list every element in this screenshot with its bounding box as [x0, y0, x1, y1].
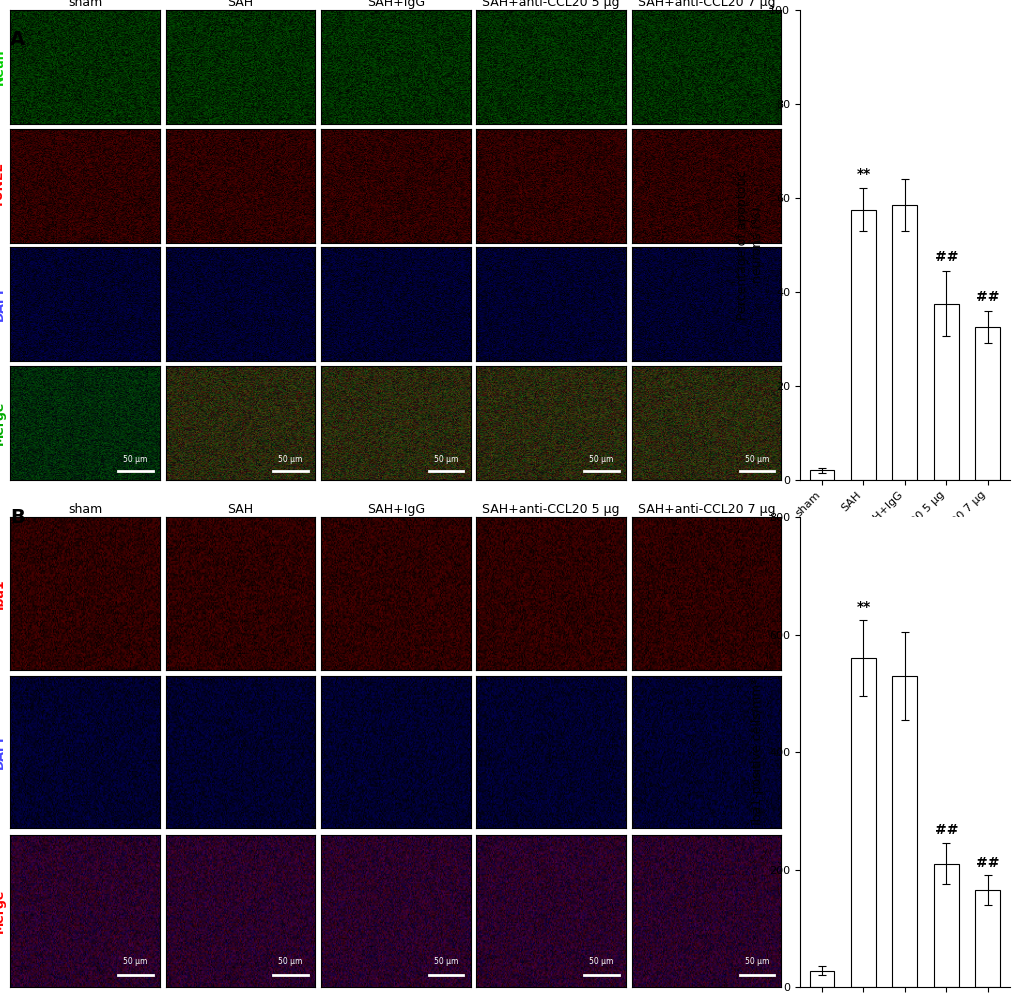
- Y-axis label: DAPI: DAPI: [0, 736, 6, 769]
- Text: **: **: [856, 167, 870, 181]
- Title: SAH+IgG: SAH+IgG: [367, 0, 425, 9]
- Text: 50 μm: 50 μm: [744, 455, 768, 464]
- Text: 50 μm: 50 μm: [589, 455, 613, 464]
- Title: sham: sham: [68, 503, 102, 516]
- Title: SAH+IgG: SAH+IgG: [367, 503, 425, 516]
- Text: B: B: [10, 508, 24, 527]
- Text: 50 μm: 50 μm: [123, 957, 148, 966]
- Title: SAH+anti-CCL20 5 μg: SAH+anti-CCL20 5 μg: [482, 0, 620, 9]
- Text: A: A: [10, 30, 25, 49]
- Text: 50 μm: 50 μm: [589, 957, 613, 966]
- Y-axis label: Neun: Neun: [0, 49, 6, 86]
- Text: ##: ##: [933, 824, 957, 837]
- Title: SAH+anti-CCL20 5 μg: SAH+anti-CCL20 5 μg: [482, 503, 620, 516]
- Bar: [850, 209, 875, 480]
- Title: SAH: SAH: [227, 503, 254, 516]
- Text: **: **: [856, 600, 870, 614]
- Bar: [974, 327, 1000, 480]
- Title: sham: sham: [68, 0, 102, 9]
- Y-axis label: Percentage of apoptotic
neurons (%): Percentage of apoptotic neurons (%): [735, 169, 763, 320]
- Bar: [974, 890, 1000, 987]
- Title: SAH+anti-CCL20 7 μg: SAH+anti-CCL20 7 μg: [637, 503, 774, 516]
- Text: ##: ##: [933, 249, 957, 263]
- Bar: [809, 471, 834, 480]
- Text: 50 μm: 50 μm: [433, 455, 458, 464]
- Title: SAH: SAH: [227, 0, 254, 9]
- Text: ##: ##: [975, 855, 999, 869]
- Y-axis label: Merge: Merge: [0, 401, 6, 445]
- Text: ##: ##: [975, 289, 999, 303]
- Text: 50 μm: 50 μm: [744, 957, 768, 966]
- Text: 50 μm: 50 μm: [123, 455, 148, 464]
- Bar: [850, 658, 875, 987]
- Bar: [933, 303, 958, 480]
- Y-axis label: TUNEL: TUNEL: [0, 163, 6, 208]
- Y-axis label: Iba1: Iba1: [0, 578, 6, 609]
- Bar: [892, 205, 916, 480]
- Y-axis label: DAPI: DAPI: [0, 287, 6, 321]
- Text: 50 μm: 50 μm: [278, 455, 303, 464]
- Y-axis label: Merge: Merge: [0, 888, 6, 933]
- Bar: [933, 863, 958, 987]
- Bar: [809, 971, 834, 987]
- Text: 50 μm: 50 μm: [433, 957, 458, 966]
- Text: 50 μm: 50 μm: [278, 957, 303, 966]
- Bar: [892, 676, 916, 987]
- Title: SAH+anti-CCL20 7 μg: SAH+anti-CCL20 7 μg: [637, 0, 774, 9]
- Y-axis label: Iba1-positive cells/mm²: Iba1-positive cells/mm²: [750, 679, 763, 826]
